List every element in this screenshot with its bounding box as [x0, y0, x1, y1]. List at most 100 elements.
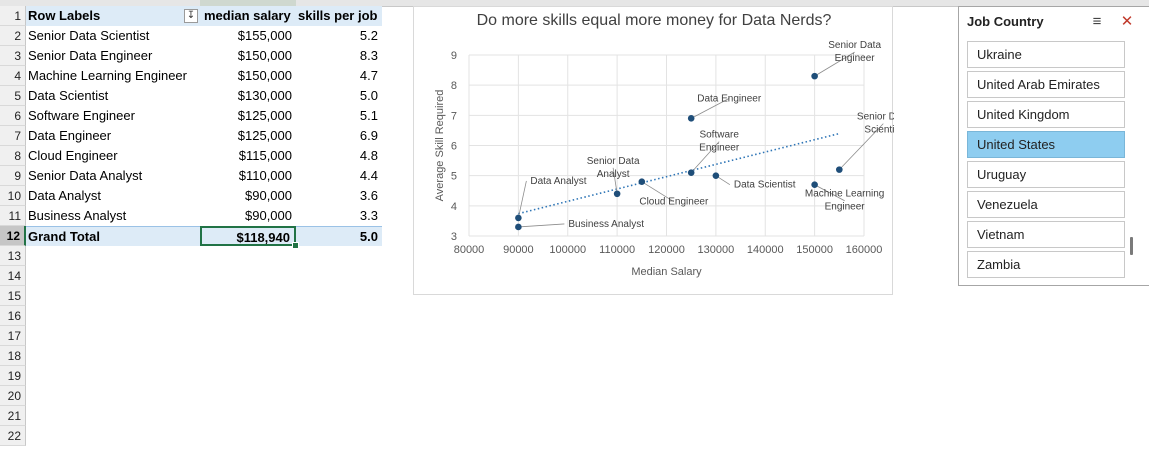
row-labels-header[interactable]: Row Labels [26, 6, 200, 26]
y-axis-title: Average Skill Required [434, 90, 446, 202]
skills-per-job-header[interactable]: skills per job [296, 6, 382, 26]
job-country-slicer[interactable]: Job Country ≡ ✕ Ukraine United Arab Emira… [958, 6, 1149, 286]
row-header[interactable]: 20 [0, 386, 26, 406]
x-tick-label: 80000 [454, 244, 485, 256]
median-salary-cell[interactable]: $150,000 [237, 68, 292, 83]
median-salary-cell[interactable]: $90,000 [245, 208, 292, 223]
row-header[interactable]: 6 [0, 106, 26, 126]
median-salary-cell[interactable]: $110,000 [238, 168, 292, 183]
clear-filter-icon[interactable]: ✕ [1120, 13, 1134, 30]
skills-per-job-cell[interactable]: 5.0 [359, 88, 378, 103]
data-point [687, 115, 695, 122]
slicer-item[interactable]: Ukraine [967, 41, 1125, 68]
row-label-cell[interactable]: Business Analyst [28, 208, 127, 223]
x-tick-label: 140000 [747, 244, 784, 256]
skills-per-job-cell[interactable]: 6.9 [359, 128, 378, 143]
slicer-item[interactable]: Uruguay [967, 161, 1125, 188]
data-point [687, 169, 695, 176]
grand-total-salary-cell[interactable]: $118,940 [200, 226, 296, 246]
skills-per-job-cell[interactable]: 5.2 [359, 28, 378, 43]
fill-handle[interactable] [292, 242, 299, 249]
data-label: Software Engineer [699, 130, 740, 154]
x-tick-label: 100000 [549, 244, 586, 256]
skills-per-job-cell[interactable]: 4.4 [359, 168, 378, 183]
filter-sort-icon[interactable]: ↧ [184, 9, 198, 23]
data-point [712, 172, 720, 179]
row-header[interactable]: 19 [0, 366, 26, 386]
row-header[interactable]: 4 [0, 66, 26, 86]
row-label-cell[interactable]: Data Engineer [28, 128, 112, 143]
row-header[interactable]: 22 [0, 426, 26, 446]
x-tick-label: 160000 [846, 244, 883, 256]
row-label-cell[interactable]: Senior Data Scientist [28, 28, 150, 43]
grand-total-skills-cell[interactable]: 5.0 [296, 226, 382, 246]
data-label-leader [691, 97, 730, 119]
row-header[interactable]: 10 [0, 186, 26, 206]
trendline [518, 132, 840, 215]
row-label-cell[interactable]: Machine Learning Engineer [28, 68, 187, 83]
row-header[interactable]: 18 [0, 346, 26, 366]
slicer-item[interactable]: Venezuela [967, 191, 1125, 218]
skills-per-job-cell[interactable]: 3.6 [359, 188, 378, 203]
row-label-cell[interactable]: Senior Data Engineer [28, 48, 153, 63]
y-tick-label: 7 [451, 110, 457, 122]
skills-per-job-cell[interactable]: 4.8 [359, 148, 378, 163]
median-salary-cell[interactable]: $115,000 [238, 148, 292, 163]
x-tick-label: 110000 [599, 244, 635, 256]
scatter-chart[interactable]: Do more skills equal more money for Data… [413, 6, 894, 295]
data-point [515, 214, 522, 222]
row-header[interactable]: 2 [0, 26, 26, 46]
data-point [811, 181, 818, 189]
slicer-item[interactable]: United Kingdom [967, 101, 1125, 128]
median-salary-cell[interactable]: $125,000 [237, 128, 292, 143]
slicer-item[interactable]: Zambia [967, 251, 1125, 278]
row-header[interactable]: 15 [0, 286, 26, 306]
skills-per-job-cell[interactable]: 3.3 [359, 208, 378, 223]
row-label-cell[interactable]: Data Analyst [28, 188, 101, 203]
median-salary-cell[interactable]: $130,000 [237, 88, 292, 103]
x-tick-label: 130000 [698, 244, 735, 256]
row-header[interactable]: 16 [0, 306, 26, 326]
data-label-leader [814, 51, 855, 77]
data-point [836, 166, 843, 173]
row-header[interactable]: 1 [0, 6, 26, 26]
row-label-cell[interactable]: Cloud Engineer [28, 148, 118, 163]
row-header[interactable]: 17 [0, 326, 26, 346]
row-header[interactable]: 5 [0, 86, 26, 106]
multi-select-icon[interactable]: ≡ [1092, 13, 1102, 30]
data-label-leader [641, 181, 675, 203]
grand-total-label[interactable]: Grand Total [26, 226, 200, 246]
row-header[interactable]: 9 [0, 166, 26, 186]
row-header[interactable]: 21 [0, 406, 26, 426]
data-label: Cloud Engineer [639, 197, 709, 208]
median-salary-header[interactable]: median salary [200, 6, 296, 26]
skills-per-job-cell[interactable]: 5.1 [359, 108, 378, 123]
median-salary-cell[interactable]: $90,000 [245, 188, 292, 203]
data-label: Data Analyst [530, 176, 586, 187]
row-header[interactable]: 14 [0, 266, 26, 286]
median-salary-cell[interactable]: $150,000 [237, 48, 292, 63]
slicer-title: Job Country [967, 14, 1044, 29]
y-tick-label: 6 [451, 141, 457, 153]
slicer-scroll-thumb[interactable] [1130, 237, 1133, 255]
skills-per-job-cell[interactable]: 8.3 [359, 48, 378, 63]
median-salary-cell[interactable]: $125,000 [237, 108, 292, 123]
skills-per-job-cell[interactable]: 4.7 [359, 68, 378, 83]
row-header[interactable]: 7 [0, 126, 26, 146]
data-label: Data Scientist [734, 180, 796, 191]
row-header[interactable]: 12 [0, 226, 26, 246]
selected-column-header[interactable] [200, 0, 296, 6]
row-header[interactable]: 3 [0, 46, 26, 66]
row-header[interactable]: 11 [0, 206, 26, 226]
row-label-cell[interactable]: Data Scientist [28, 88, 109, 103]
data-label-leader [839, 123, 884, 170]
slicer-item[interactable]: Vietnam [967, 221, 1125, 248]
median-salary-cell[interactable]: $155,000 [237, 28, 292, 43]
slicer-scrollbar[interactable] [1128, 41, 1136, 285]
row-header[interactable]: 8 [0, 146, 26, 166]
row-header[interactable]: 13 [0, 246, 26, 266]
row-label-cell[interactable]: Senior Data Analyst [28, 168, 143, 183]
slicer-item[interactable]: United Arab Emirates [967, 71, 1125, 98]
slicer-item[interactable]: United States [967, 131, 1125, 158]
row-label-cell[interactable]: Software Engineer [28, 108, 135, 123]
